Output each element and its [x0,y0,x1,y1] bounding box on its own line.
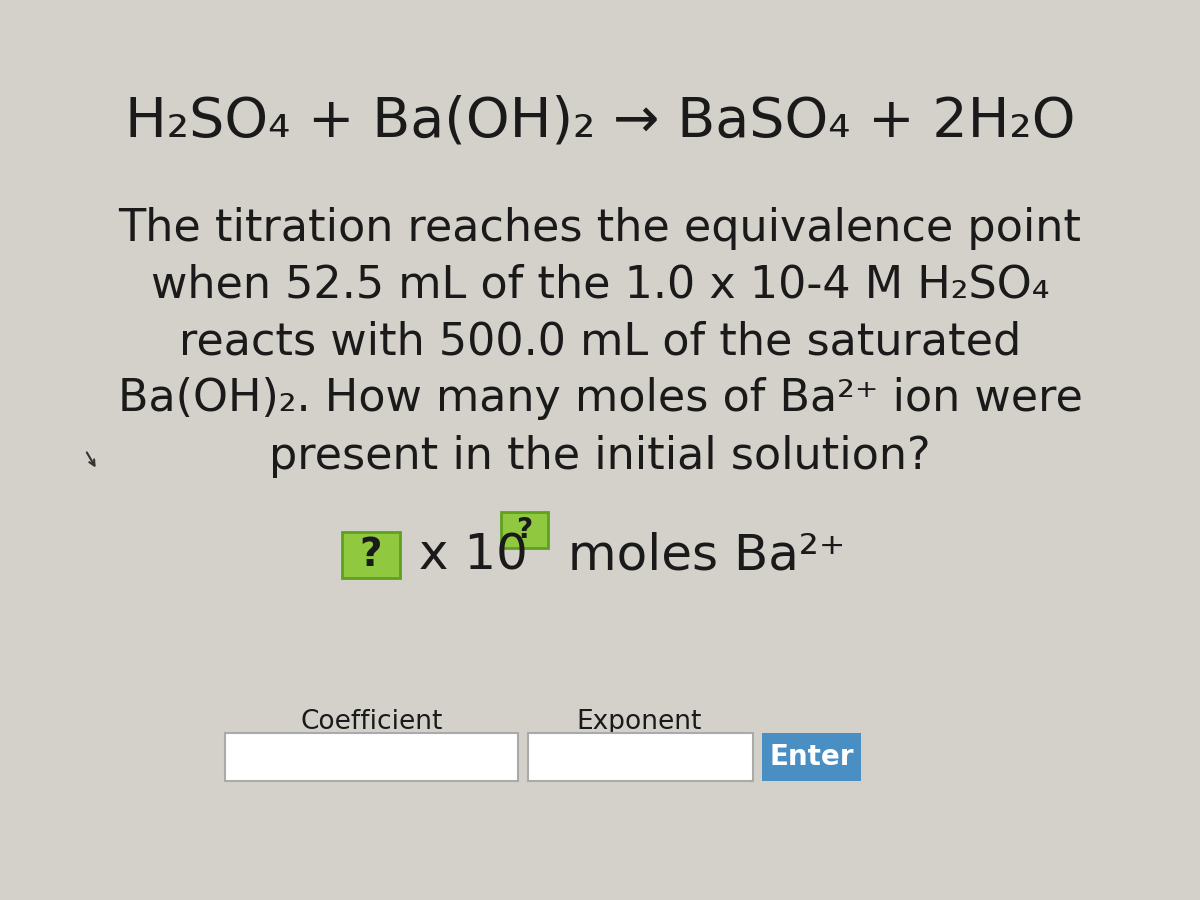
Text: H₂SO₄ + Ba(OH)₂ → BaSO₄ + 2H₂O: H₂SO₄ + Ba(OH)₂ → BaSO₄ + 2H₂O [125,95,1075,149]
Text: ?: ? [360,536,382,574]
FancyBboxPatch shape [528,733,754,781]
Text: Ba(OH)₂. How many moles of Ba²⁺ ion were: Ba(OH)₂. How many moles of Ba²⁺ ion were [118,377,1082,420]
Text: present in the initial solution?: present in the initial solution? [269,435,931,478]
FancyBboxPatch shape [500,512,547,548]
FancyBboxPatch shape [226,733,518,781]
Text: Coefficient: Coefficient [301,709,443,735]
Text: Exponent: Exponent [576,709,702,735]
FancyBboxPatch shape [762,733,862,781]
Text: x 10: x 10 [403,531,528,579]
Text: moles Ba²⁺: moles Ba²⁺ [552,531,846,579]
Text: when 52.5 mL of the 1.0 x 10-4 M H₂SO₄: when 52.5 mL of the 1.0 x 10-4 M H₂SO₄ [151,264,1049,307]
Text: reacts with 500.0 mL of the saturated: reacts with 500.0 mL of the saturated [179,320,1021,364]
Text: Enter: Enter [769,743,854,771]
FancyBboxPatch shape [342,532,400,578]
Text: ?: ? [516,516,533,544]
Text: The titration reaches the equivalence point: The titration reaches the equivalence po… [119,206,1081,249]
